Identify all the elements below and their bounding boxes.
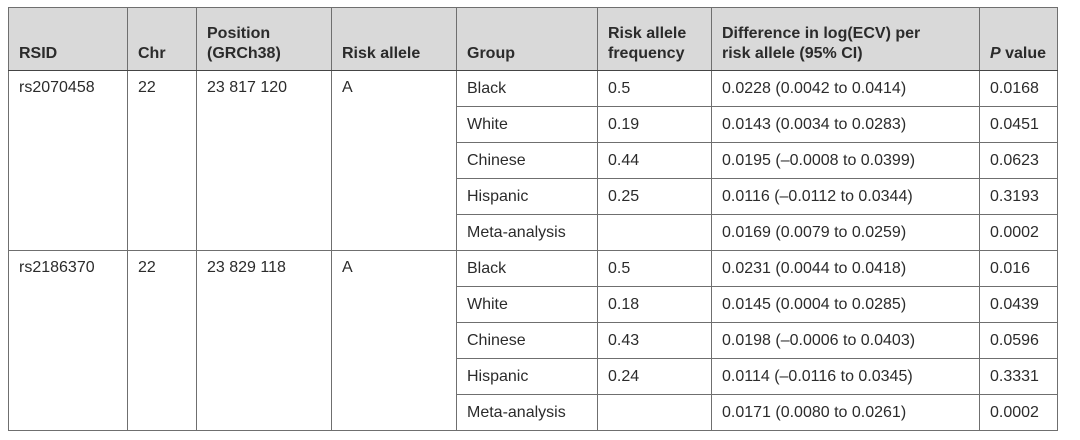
frequency-cell: 0.25 bbox=[597, 178, 712, 215]
header-rsid: RSID bbox=[8, 7, 128, 71]
difference-cell: 0.0198 (–0.0006 to 0.0403) bbox=[711, 322, 980, 359]
group-cell: Hispanic bbox=[456, 358, 598, 395]
frequency-cell: 0.43 bbox=[597, 322, 712, 359]
header-frequency: Risk allele frequency bbox=[597, 7, 712, 71]
table-row: Chinese 0.44 0.0195 (–0.0008 to 0.0399) 0.0… bbox=[9, 142, 1058, 179]
group-cell: Meta-analysis bbox=[456, 214, 598, 251]
difference-cell: 0.0143 (0.0034 to 0.0283) bbox=[711, 106, 980, 143]
p-value-cell: 0.016 bbox=[979, 250, 1058, 287]
position-cell: 23 829 118 bbox=[196, 250, 332, 431]
rsid-cell: rs2070458 bbox=[8, 70, 128, 251]
p-value-cell: 0.0439 bbox=[979, 286, 1058, 323]
chr-cell: 22 bbox=[127, 70, 197, 251]
p-value-cell: 0.0002 bbox=[979, 214, 1058, 251]
table-row: rs2186370 22 23 829 118 A Black 0.5 0.0231 (0.… bbox=[8, 250, 1058, 431]
frequency-cell bbox=[597, 214, 712, 251]
group-cell: Black bbox=[456, 70, 598, 107]
header-position-line2: (GRCh38) bbox=[207, 45, 281, 62]
header-p-value: P value bbox=[979, 7, 1058, 71]
results-table-wrapper: RSID Chr Position (GRCh38) Risk allele G… bbox=[8, 7, 1058, 431]
header-p-italic: P bbox=[990, 45, 1001, 62]
p-value-cell: 0.0623 bbox=[979, 142, 1058, 179]
difference-cell: 0.0145 (0.0004 to 0.0285) bbox=[711, 286, 980, 323]
table-row: rs2070458 22 23 817 120 A Black 0.5 0.0228 (0.… bbox=[8, 70, 1058, 251]
p-value-cell: 0.0451 bbox=[979, 106, 1058, 143]
p-value-cell: 0.0002 bbox=[979, 394, 1058, 431]
difference-cell: 0.0228 (0.0042 to 0.0414) bbox=[711, 70, 980, 107]
p-value-cell: 0.0596 bbox=[979, 322, 1058, 359]
table-row: White 0.19 0.0143 (0.0034 to 0.0283) 0.0451 bbox=[9, 106, 1058, 143]
table-row: Hispanic 0.24 0.0114 (–0.0116 to 0.0345) 0.… bbox=[9, 358, 1058, 395]
association-results-table: RSID Chr Position (GRCh38) Risk allele G… bbox=[8, 7, 1058, 431]
risk-allele-cell: A bbox=[331, 250, 457, 431]
p-value-cell: 0.3331 bbox=[979, 358, 1058, 395]
group-cell: White bbox=[456, 106, 598, 143]
header-risk-allele: Risk allele bbox=[331, 7, 457, 71]
frequency-cell bbox=[597, 394, 712, 431]
header-difference: Difference in log(ECV) per risk allele (… bbox=[711, 7, 980, 71]
difference-cell: 0.0171 (0.0080 to 0.0261) bbox=[711, 394, 980, 431]
table-body: rs2070458 22 23 817 120 A Black 0.5 0.0228 (0.… bbox=[8, 70, 1058, 431]
difference-cell: 0.0231 (0.0044 to 0.0418) bbox=[711, 250, 980, 287]
p-value-cell: 0.0168 bbox=[979, 70, 1058, 107]
group-cell: Black bbox=[456, 250, 598, 287]
frequency-cell: 0.5 bbox=[597, 70, 712, 107]
group-cell: Meta-analysis bbox=[456, 394, 598, 431]
table-header: RSID Chr Position (GRCh38) Risk allele G… bbox=[8, 7, 1058, 71]
header-position-line1: Position bbox=[207, 25, 271, 42]
risk-allele-cell: A bbox=[331, 70, 457, 251]
header-difference-line1: Difference in log(ECV) per bbox=[722, 25, 921, 42]
difference-cell: 0.0169 (0.0079 to 0.0259) bbox=[711, 214, 980, 251]
group-cell: Chinese bbox=[456, 142, 598, 179]
header-position: Position (GRCh38) bbox=[196, 7, 332, 71]
header-chr: Chr bbox=[127, 7, 197, 71]
position-cell: 23 817 120 bbox=[196, 70, 332, 251]
frequency-cell: 0.44 bbox=[597, 142, 712, 179]
p-value-cell: 0.3193 bbox=[979, 178, 1058, 215]
group-cell: Hispanic bbox=[456, 178, 598, 215]
header-frequency-line1: Risk allele bbox=[608, 25, 687, 42]
frequency-cell: 0.18 bbox=[597, 286, 712, 323]
group-cell: White bbox=[456, 286, 598, 323]
header-group: Group bbox=[456, 7, 598, 71]
header-frequency-line2: frequency bbox=[608, 45, 685, 62]
table-row: Hispanic 0.25 0.0116 (–0.0112 to 0.0344) 0.… bbox=[9, 178, 1058, 215]
group-cell: Chinese bbox=[456, 322, 598, 359]
frequency-cell: 0.19 bbox=[597, 106, 712, 143]
header-difference-line2: risk allele (95% CI) bbox=[722, 45, 863, 62]
table-row: Meta-analysis 0.0171 (0.0080 to 0.0261) 0.… bbox=[9, 394, 1058, 431]
frequency-cell: 0.5 bbox=[597, 250, 712, 287]
chr-cell: 22 bbox=[127, 250, 197, 431]
header-row: RSID Chr Position (GRCh38) Risk allele G… bbox=[8, 7, 1058, 71]
rsid-cell: rs2186370 bbox=[8, 250, 128, 431]
frequency-cell: 0.24 bbox=[597, 358, 712, 395]
difference-cell: 0.0114 (–0.0116 to 0.0345) bbox=[711, 358, 980, 395]
table-row: White 0.18 0.0145 (0.0004 to 0.0285) 0.0439 bbox=[9, 286, 1058, 323]
table-row: Meta-analysis 0.0169 (0.0079 to 0.0259) 0.… bbox=[9, 214, 1058, 251]
difference-cell: 0.0116 (–0.0112 to 0.0344) bbox=[711, 178, 980, 215]
header-p-rest: value bbox=[1000, 45, 1047, 62]
difference-cell: 0.0195 (–0.0008 to 0.0399) bbox=[711, 142, 980, 179]
